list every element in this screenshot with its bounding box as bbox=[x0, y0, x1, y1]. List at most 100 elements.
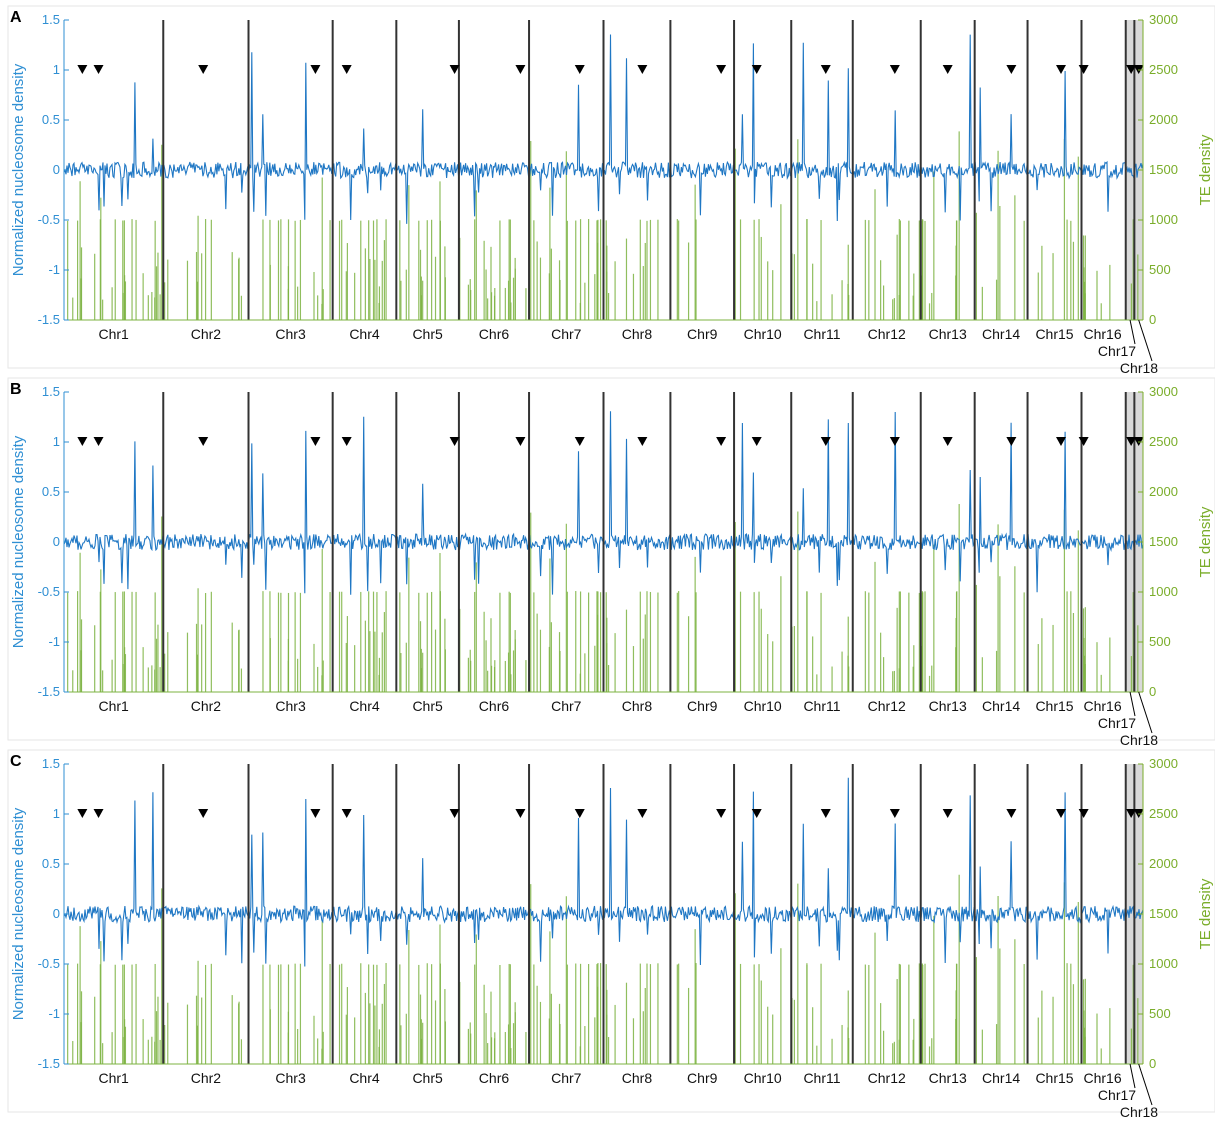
chromosome-label: Chr12 bbox=[868, 326, 906, 342]
chromosome-label: Chr2 bbox=[191, 1070, 222, 1086]
centromere-marker bbox=[77, 809, 88, 818]
chr18-leader bbox=[1138, 691, 1153, 734]
centromere-marker bbox=[1055, 809, 1066, 818]
centromere-marker bbox=[751, 809, 762, 818]
chromosome-label: Chr13 bbox=[929, 326, 967, 342]
left-tick-label: 0 bbox=[53, 162, 60, 177]
right-tick-label: 2500 bbox=[1149, 806, 1178, 821]
left-tick-label: 1 bbox=[53, 434, 60, 449]
chart-svg: A 1.5 1 0.5 0 -0.5 -1 -1.5 3000 2500 2000 1500 1000 5… bbox=[7, 5, 1215, 376]
centromere-marker bbox=[637, 437, 648, 446]
chromosome-label: Chr5 bbox=[412, 326, 443, 342]
right-tick-label: 2000 bbox=[1149, 856, 1178, 871]
centromere-marker bbox=[716, 65, 727, 74]
centromere-marker bbox=[574, 809, 585, 818]
chromosome-label: Chr6 bbox=[479, 698, 510, 714]
left-tick-label: 0 bbox=[53, 906, 60, 921]
centromere-marker bbox=[449, 437, 460, 446]
chromosome-label: Chr5 bbox=[412, 1070, 443, 1086]
right-tick-label: 1000 bbox=[1149, 956, 1178, 971]
chromosome-label: Chr10 bbox=[744, 326, 782, 342]
panel-frame bbox=[7, 377, 1215, 741]
right-tick-label: 500 bbox=[1149, 262, 1171, 277]
left-tick-label: -1.5 bbox=[38, 684, 60, 699]
y-axis-label-left: Normalized nucleosome density bbox=[10, 63, 27, 276]
centromere-marker bbox=[820, 65, 831, 74]
y-axis-label-right: TE density bbox=[1197, 506, 1214, 577]
right-tick-label: 500 bbox=[1149, 634, 1171, 649]
chromosome-label: Chr17 bbox=[1098, 1087, 1136, 1103]
centromere-marker bbox=[942, 809, 953, 818]
centromere-marker bbox=[341, 65, 352, 74]
right-tick-label: 0 bbox=[1149, 1056, 1156, 1071]
chromosome-label: Chr14 bbox=[982, 1070, 1020, 1086]
chromosome-label: Chr1 bbox=[98, 326, 129, 342]
marker-group bbox=[77, 437, 1144, 446]
centromere-marker bbox=[637, 809, 648, 818]
chromosome-label: Chr14 bbox=[982, 326, 1020, 342]
chromosome-label: Chr4 bbox=[349, 326, 380, 342]
chromosome-label: Chr3 bbox=[275, 326, 306, 342]
centromere-marker bbox=[341, 809, 352, 818]
centromere-marker bbox=[1006, 437, 1017, 446]
centromere-marker bbox=[820, 809, 831, 818]
chromosome-label: Chr2 bbox=[191, 326, 222, 342]
right-tick-label: 2500 bbox=[1149, 62, 1178, 77]
right-tick-label: 1500 bbox=[1149, 906, 1178, 921]
centromere-marker bbox=[1126, 437, 1137, 446]
y-axis-label-left: Normalized nucleosome density bbox=[10, 807, 27, 1020]
right-tick-label: 500 bbox=[1149, 1006, 1171, 1021]
centromere-marker bbox=[515, 65, 526, 74]
chromosome-label: Chr18 bbox=[1120, 1104, 1158, 1120]
chromosome-label: Chr15 bbox=[1035, 1070, 1073, 1086]
chromosome-label: Chr15 bbox=[1035, 698, 1073, 714]
left-tick-label: -0.5 bbox=[38, 956, 60, 971]
centromere-marker bbox=[449, 809, 460, 818]
centromere-marker bbox=[820, 437, 831, 446]
chromosome-label: Chr6 bbox=[479, 326, 510, 342]
left-tick-label: 0.5 bbox=[42, 856, 60, 871]
chromosome-label: Chr7 bbox=[551, 1070, 582, 1086]
chromosome-label: Chr14 bbox=[982, 698, 1020, 714]
chromosome-label: Chr1 bbox=[98, 1070, 129, 1086]
centromere-marker bbox=[942, 437, 953, 446]
left-tick-label: 1.5 bbox=[42, 384, 60, 399]
chromosome-label: Chr13 bbox=[929, 698, 967, 714]
chr17-leader bbox=[1129, 319, 1136, 345]
left-tick-label: 0.5 bbox=[42, 484, 60, 499]
centromere-marker bbox=[574, 437, 585, 446]
chromosome-label: Chr11 bbox=[803, 1070, 840, 1086]
panel-c: C 1.5 1 0.5 0 -0.5 -1 -1.5 3000 2500 2000 1500 1000 5… bbox=[0, 744, 1215, 1120]
centromere-marker bbox=[889, 809, 900, 818]
centromere-marker bbox=[515, 809, 526, 818]
chr18-leader bbox=[1138, 319, 1153, 362]
chromosome-label: Chr18 bbox=[1120, 360, 1158, 376]
chromosome-label: Chr8 bbox=[622, 698, 653, 714]
chromosome-label: Chr9 bbox=[687, 1070, 718, 1086]
chromosome-label: Chr17 bbox=[1098, 715, 1136, 731]
left-tick-label: 0.5 bbox=[42, 112, 60, 127]
right-tick-label: 0 bbox=[1149, 684, 1156, 699]
right-tick-label: 1000 bbox=[1149, 584, 1178, 599]
chromosome-label: Chr9 bbox=[687, 698, 718, 714]
right-tick-label: 2000 bbox=[1149, 112, 1178, 127]
chromosome-label: Chr3 bbox=[275, 698, 306, 714]
left-tick-label: -1 bbox=[48, 262, 60, 277]
centromere-marker bbox=[93, 809, 104, 818]
left-tick-label: -1 bbox=[48, 1006, 60, 1021]
chromosome-label: Chr4 bbox=[349, 698, 380, 714]
left-tick-label: 0 bbox=[53, 534, 60, 549]
centromere-marker bbox=[716, 809, 727, 818]
y-axis-label-right: TE density bbox=[1197, 878, 1214, 949]
centromere-marker bbox=[310, 437, 321, 446]
centromere-marker bbox=[751, 437, 762, 446]
chromosome-label: Chr11 bbox=[803, 698, 840, 714]
centromere-marker bbox=[341, 437, 352, 446]
chromosome-label: Chr1 bbox=[98, 698, 129, 714]
chromosome-boundaries bbox=[162, 764, 1136, 1064]
centromere-marker bbox=[574, 65, 585, 74]
right-tick-label: 0 bbox=[1149, 312, 1156, 327]
right-tick-label: 1000 bbox=[1149, 212, 1178, 227]
panel-label: C bbox=[10, 753, 22, 770]
centromere-marker bbox=[198, 809, 209, 818]
